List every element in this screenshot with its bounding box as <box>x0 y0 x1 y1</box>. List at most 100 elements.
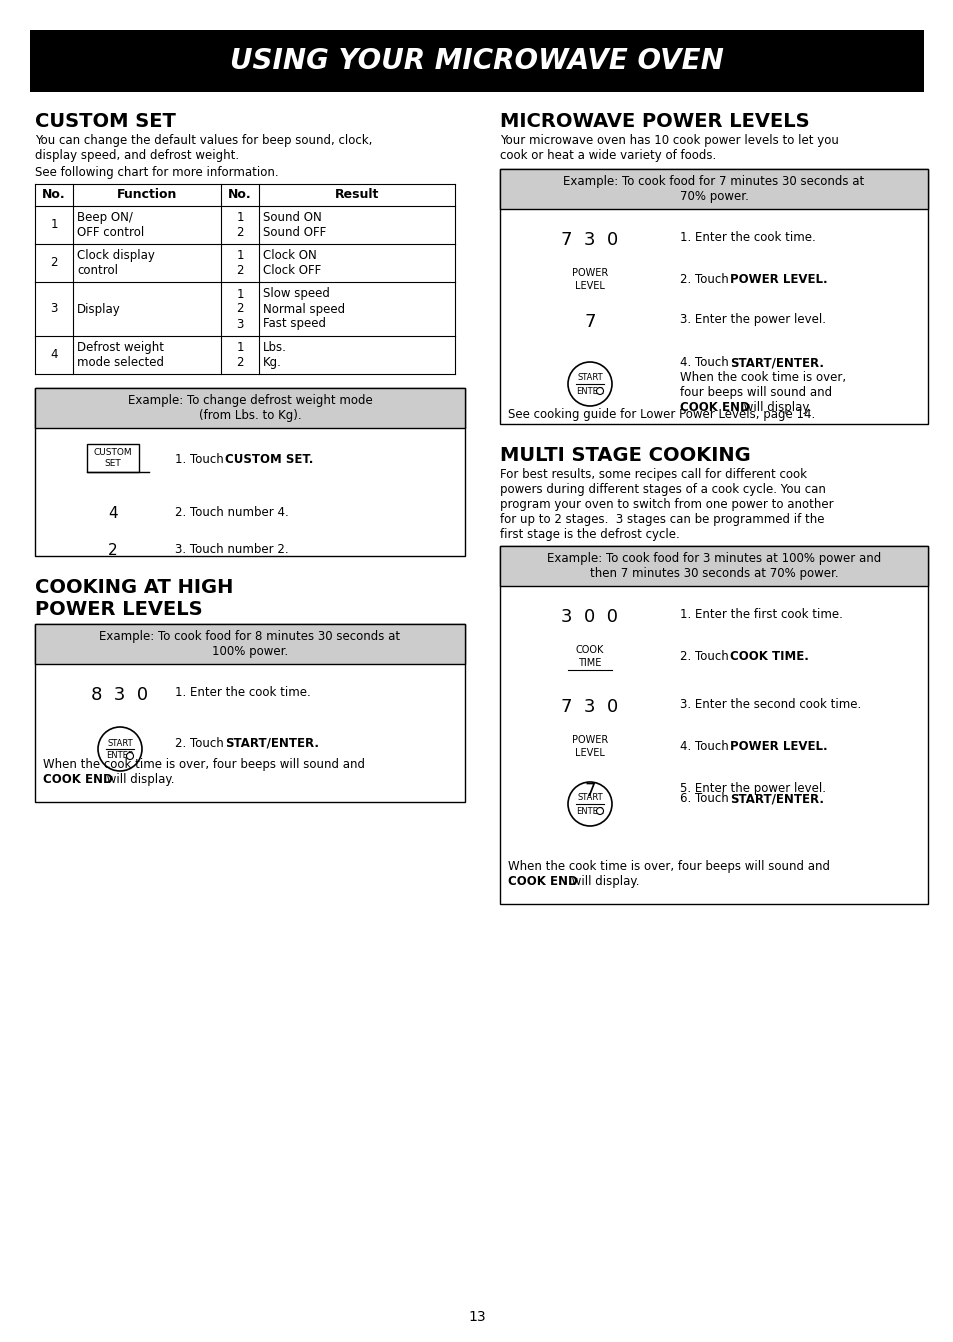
Text: POWER LEVEL.: POWER LEVEL. <box>729 272 827 286</box>
Text: When the cook time is over, four beeps will sound and: When the cook time is over, four beeps w… <box>507 860 829 874</box>
Circle shape <box>567 362 612 407</box>
Text: 1
2
3: 1 2 3 <box>236 287 244 330</box>
Text: When the cook time is over, four beeps will sound and: When the cook time is over, four beeps w… <box>43 758 365 772</box>
Text: 2: 2 <box>51 256 58 270</box>
Bar <box>35 388 464 556</box>
Text: COOK END: COOK END <box>507 875 578 888</box>
Text: 4. Touch: 4. Touch <box>679 356 732 369</box>
Text: 1
2: 1 2 <box>236 211 244 239</box>
Text: 3. Enter the second cook time.: 3. Enter the second cook time. <box>679 698 861 711</box>
Circle shape <box>127 753 133 760</box>
Text: LEVEL: LEVEL <box>575 280 604 291</box>
Text: No.: No. <box>228 188 252 201</box>
Circle shape <box>567 782 612 825</box>
Text: CUSTOM SET: CUSTOM SET <box>35 111 175 132</box>
Text: Example: To cook food for 8 minutes 30 seconds at
100% power.: Example: To cook food for 8 minutes 30 s… <box>99 629 400 658</box>
Text: No.: No. <box>42 188 66 201</box>
Text: 3  0  0: 3 0 0 <box>561 608 618 625</box>
Text: START: START <box>577 793 602 803</box>
Text: 2. Touch: 2. Touch <box>174 737 227 750</box>
Text: 4: 4 <box>51 349 58 361</box>
Text: 3: 3 <box>51 302 57 315</box>
Text: 1
2: 1 2 <box>236 341 244 369</box>
Text: Result: Result <box>335 188 378 201</box>
Text: 6. Touch: 6. Touch <box>679 792 732 805</box>
Text: 3. Touch number 2.: 3. Touch number 2. <box>174 544 289 556</box>
Text: For best results, some recipes call for different cook
powers during different s: For best results, some recipes call for … <box>499 468 833 541</box>
Text: 1. Enter the cook time.: 1. Enter the cook time. <box>174 686 311 699</box>
Text: TIME: TIME <box>578 658 601 668</box>
Bar <box>499 546 927 905</box>
Text: 1. Touch: 1. Touch <box>174 454 227 466</box>
Text: See following chart for more information.: See following chart for more information… <box>35 166 278 178</box>
Text: 1. Enter the first cook time.: 1. Enter the first cook time. <box>679 608 842 621</box>
Text: Defrost weight
mode selected: Defrost weight mode selected <box>77 341 164 369</box>
Text: COOK END: COOK END <box>43 773 112 786</box>
Bar <box>35 624 464 664</box>
Text: 1: 1 <box>51 219 58 232</box>
Text: 8  3  0: 8 3 0 <box>91 686 149 705</box>
Text: ENTER: ENTER <box>576 386 603 396</box>
Text: 3. Enter the power level.: 3. Enter the power level. <box>679 313 825 326</box>
Bar <box>35 388 464 428</box>
Text: MULTI STAGE COOKING: MULTI STAGE COOKING <box>499 446 750 464</box>
Text: When the cook time is over,: When the cook time is over, <box>679 370 845 384</box>
Text: START: START <box>107 738 132 747</box>
Circle shape <box>98 727 142 772</box>
Text: Beep ON/
OFF control: Beep ON/ OFF control <box>77 211 144 239</box>
Text: 5. Enter the power level.: 5. Enter the power level. <box>679 782 825 794</box>
Text: 2. Touch number 4.: 2. Touch number 4. <box>174 506 289 519</box>
Text: Clock ON
Clock OFF: Clock ON Clock OFF <box>263 250 321 276</box>
Text: START/ENTER.: START/ENTER. <box>729 792 823 805</box>
Text: 7  3  0: 7 3 0 <box>560 231 618 250</box>
Text: MICROWAVE POWER LEVELS: MICROWAVE POWER LEVELS <box>499 111 809 132</box>
Text: COOK: COOK <box>576 646 603 655</box>
Text: Function: Function <box>116 188 177 201</box>
Text: 7: 7 <box>583 782 595 800</box>
Text: will display.: will display. <box>740 401 811 413</box>
Bar <box>87 444 139 472</box>
Text: 2. Touch: 2. Touch <box>679 650 732 663</box>
Circle shape <box>596 388 603 395</box>
Bar <box>30 30 923 93</box>
Text: POWER LEVEL.: POWER LEVEL. <box>729 739 827 753</box>
Text: will display.: will display. <box>103 773 174 786</box>
Text: 2: 2 <box>108 544 117 558</box>
Text: START: START <box>577 373 602 382</box>
Text: ENTER: ENTER <box>106 752 133 761</box>
Text: POWER LEVELS: POWER LEVELS <box>35 600 202 619</box>
Text: Example: To cook food for 7 minutes 30 seconds at
70% power.: Example: To cook food for 7 minutes 30 s… <box>563 174 863 203</box>
Text: 1
2: 1 2 <box>236 250 244 276</box>
Text: Your microwave oven has 10 cook power levels to let you
cook or heat a wide vari: Your microwave oven has 10 cook power le… <box>499 134 838 162</box>
Text: Example: To cook food for 3 minutes at 100% power and
then 7 minutes 30 seconds : Example: To cook food for 3 minutes at 1… <box>546 552 881 580</box>
Text: START/ENTER.: START/ENTER. <box>729 356 823 369</box>
Text: ENTER: ENTER <box>576 807 603 816</box>
Text: POWER: POWER <box>571 268 607 278</box>
Bar <box>499 546 927 586</box>
Text: START/ENTER.: START/ENTER. <box>225 737 318 750</box>
Text: 4. Touch: 4. Touch <box>679 739 732 753</box>
Text: 13: 13 <box>468 1310 485 1325</box>
Text: Lbs.
Kg.: Lbs. Kg. <box>263 341 287 369</box>
Text: 1. Enter the cook time.: 1. Enter the cook time. <box>679 231 815 244</box>
Text: Display: Display <box>77 302 121 315</box>
Bar <box>499 169 927 209</box>
Text: COOKING AT HIGH: COOKING AT HIGH <box>35 578 233 597</box>
Text: 4: 4 <box>108 506 117 521</box>
Bar <box>35 624 464 803</box>
Text: Slow speed
Normal speed
Fast speed: Slow speed Normal speed Fast speed <box>263 287 345 330</box>
Text: CUSTOM SET.: CUSTOM SET. <box>225 454 313 466</box>
Text: CUSTOM
SET: CUSTOM SET <box>93 448 132 468</box>
Text: 7  3  0: 7 3 0 <box>560 698 618 717</box>
Text: POWER: POWER <box>571 735 607 745</box>
Text: USING YOUR MICROWAVE OVEN: USING YOUR MICROWAVE OVEN <box>230 47 723 75</box>
Text: COOK END: COOK END <box>679 401 749 413</box>
Text: LEVEL: LEVEL <box>575 747 604 758</box>
Text: You can change the default values for beep sound, clock,
display speed, and defr: You can change the default values for be… <box>35 134 372 162</box>
Text: will display.: will display. <box>567 875 639 888</box>
Text: COOK TIME.: COOK TIME. <box>729 650 808 663</box>
Bar <box>499 169 927 424</box>
Text: See cooking guide for Lower Power Levels, page 14.: See cooking guide for Lower Power Levels… <box>507 408 815 421</box>
Text: Example: To change defrost weight mode
(from Lbs. to Kg).: Example: To change defrost weight mode (… <box>128 395 372 421</box>
Text: 7: 7 <box>583 313 595 331</box>
